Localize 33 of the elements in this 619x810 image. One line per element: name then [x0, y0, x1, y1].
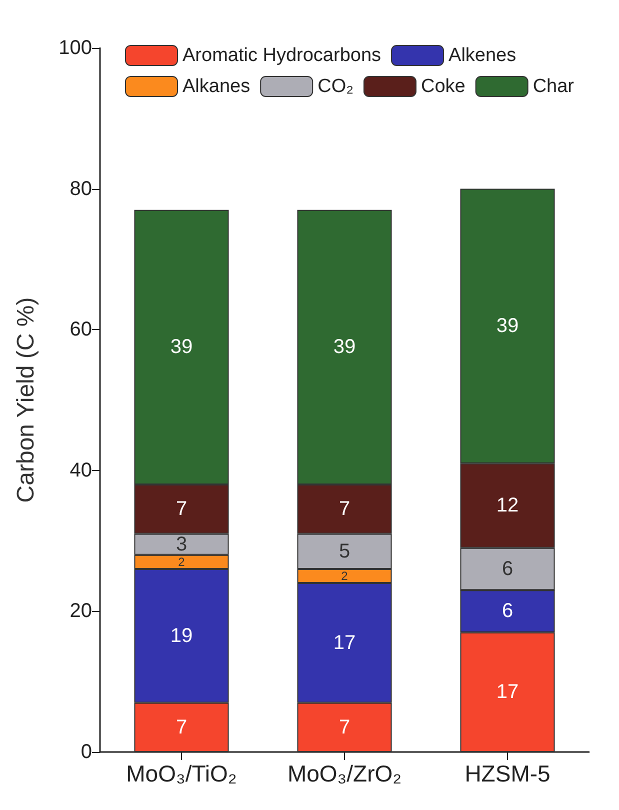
data-label: 7	[338, 498, 350, 520]
data-label: 6	[502, 558, 514, 580]
legend-label: Char	[532, 76, 575, 97]
data-label: 19	[170, 624, 193, 647]
y-tick-label: 80	[70, 178, 92, 200]
x-tick-label: MoO₃/TiO₂	[126, 760, 237, 786]
x-tick-label: MoO₃/ZrO₂	[287, 760, 402, 786]
data-label: 7	[176, 498, 188, 520]
data-label: 2	[178, 554, 186, 569]
data-label: 2	[341, 569, 348, 583]
data-label: 5	[338, 540, 350, 562]
y-tick-label: 20	[70, 600, 92, 622]
data-label: 17	[333, 632, 356, 654]
legend-label: Aromatic Hydrocarbons	[182, 45, 382, 66]
data-label: 12	[496, 494, 519, 517]
data-label: 7	[176, 716, 188, 738]
y-tick-label: 60	[70, 318, 92, 341]
data-label: 17	[496, 681, 519, 704]
y-tick-label: 40	[70, 459, 92, 482]
data-label: 39	[170, 336, 193, 358]
legend-label: Alkanes	[182, 76, 250, 97]
data-label: 39	[496, 315, 519, 338]
y-axis-title: Carbon Yield (C %)	[12, 297, 40, 503]
legend-label: Alkenes	[448, 45, 516, 66]
x-tick-label: HZSM-5	[464, 760, 550, 786]
data-label: 3	[176, 533, 188, 556]
y-tick-label: 100	[58, 37, 92, 59]
data-label: 39	[333, 336, 356, 358]
legend-label: CO₂	[318, 76, 354, 97]
data-label: 7	[338, 716, 350, 738]
y-tick-label: 0	[80, 741, 92, 763]
data-label: 6	[502, 600, 514, 622]
legend-label: Coke	[420, 76, 466, 97]
